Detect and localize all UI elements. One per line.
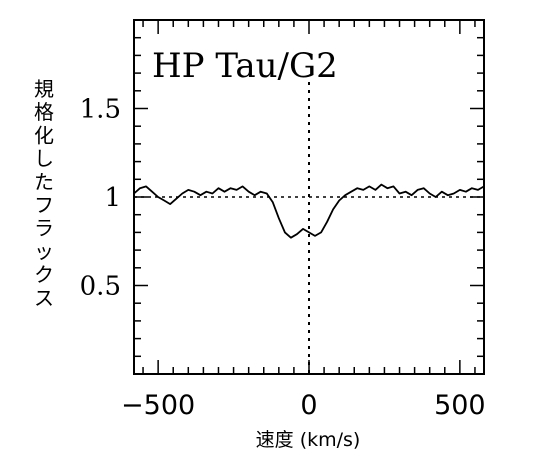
y-tick-label: 1 xyxy=(104,183,121,213)
y-axis-label-char: ク xyxy=(34,263,54,287)
y-axis-label-char: フ xyxy=(34,193,54,217)
x-tick-label: −500 xyxy=(121,390,195,421)
axis-ticks xyxy=(134,20,484,374)
spectrum-line xyxy=(133,183,485,239)
y-tick-label: 1.5 xyxy=(80,95,121,125)
y-axis-label-char: 規 xyxy=(34,77,54,101)
x-axis-label: 速度 (km/s) xyxy=(256,429,361,451)
reference-lines xyxy=(134,81,484,374)
y-axis-label-char: ラ xyxy=(34,216,54,240)
x-tick-label: 500 xyxy=(434,390,486,421)
y-tick-label: 0.5 xyxy=(80,272,121,302)
y-axis-label-char: し xyxy=(34,147,54,171)
series-layer xyxy=(133,183,485,239)
chart-title: HP Tau/G2 xyxy=(152,46,338,86)
y-axis-label-char: 格 xyxy=(34,100,54,124)
y-axis-label-char: ッ xyxy=(34,239,54,263)
y-axis-label-char: た xyxy=(34,170,54,194)
x-tick-label: 0 xyxy=(300,390,317,421)
y-axis-label-char: ス xyxy=(34,286,54,310)
y-axis-label-char: 化 xyxy=(34,123,54,147)
